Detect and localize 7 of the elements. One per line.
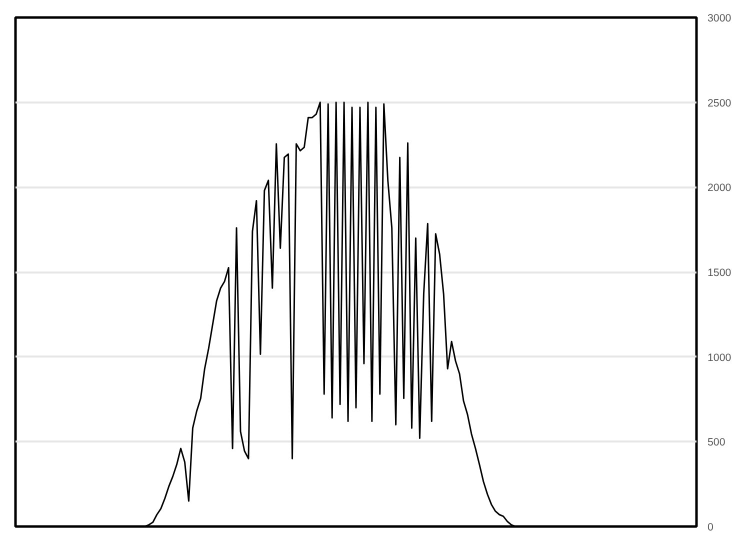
y-tick-label: 2500 <box>708 97 732 110</box>
y-tick-label: 2000 <box>708 182 732 194</box>
y-tick-label: 1000 <box>708 352 732 364</box>
y-tick-label: 500 <box>708 436 726 449</box>
y-tick-label: 3000 <box>708 12 732 24</box>
y-tick-label: 1500 <box>708 267 732 279</box>
y-tick-label: 0 <box>708 522 714 534</box>
